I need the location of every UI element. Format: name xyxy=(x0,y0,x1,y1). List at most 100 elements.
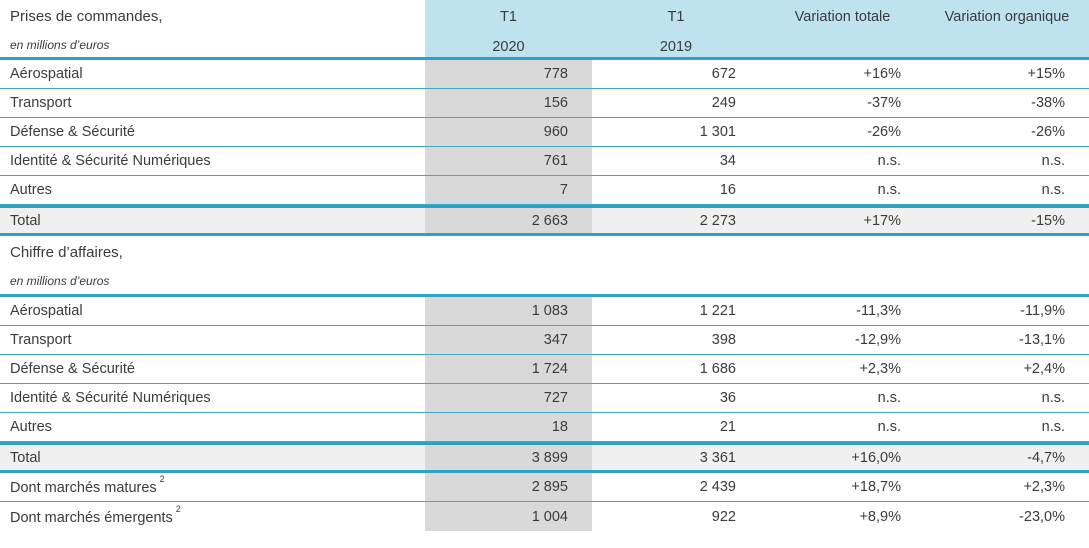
cell-variation-totale: -37% xyxy=(867,95,901,111)
cell-t1-2020: 3 899 xyxy=(425,445,592,470)
row-label-cell: Identité & Sécurité Numériques xyxy=(0,390,425,406)
section-subtitle: en millions d’euros xyxy=(10,38,110,52)
row-label-cell: Défense & Sécurité xyxy=(0,124,425,140)
section-title: Chiffre d’affaires, xyxy=(10,244,123,261)
cell-variation-organique: -13,1% xyxy=(1019,332,1065,348)
cell-t1-2020: 2 895 xyxy=(425,473,592,501)
section-header: Chiffre d’affaires, en millions d’euros xyxy=(0,236,1089,297)
cell-t1-2020: 1 004 xyxy=(425,502,592,531)
cell-variation-organique: n.s. xyxy=(1041,390,1065,406)
row-label-cell: Défense & Sécurité xyxy=(0,361,425,377)
cell-variation-totale: n.s. xyxy=(877,390,901,406)
cell-variation-totale: n.s. xyxy=(877,182,901,198)
table-row-total: Total 2 663 2 273 +17% -15% xyxy=(0,205,1089,236)
section-title: Prises de commandes, xyxy=(10,8,163,25)
column-header-var_organique xyxy=(925,236,1089,294)
cell-variation-organique: -15% xyxy=(1031,212,1065,229)
cell-variation-totale: +2,3% xyxy=(859,361,901,377)
table-row: Dont marchés émergents2 1 004 922 +8,9% -23,… xyxy=(0,502,1089,531)
column-header-line2: 2020 xyxy=(492,39,525,55)
cell-variation-totale: -26% xyxy=(867,124,901,140)
row-label: Aérospatial xyxy=(10,66,83,82)
cell-variation-totale: n.s. xyxy=(877,419,901,435)
section-subtitle: en millions d’euros xyxy=(10,274,110,288)
cell-t1-2019: 3 361 xyxy=(699,449,736,466)
cell-variation-organique: n.s. xyxy=(1041,153,1065,169)
row-label: Autres xyxy=(10,419,52,435)
cell-variation-totale: -12,9% xyxy=(855,332,901,348)
table-row: Défense & Sécurité 1 724 1 686 +2,3% +2,4% xyxy=(0,355,1089,384)
section-header: Prises de commandes, en millions d’euros T… xyxy=(0,0,1089,60)
cell-variation-organique: +15% xyxy=(1027,66,1066,82)
row-label-cell: Dont marchés matures2 xyxy=(0,474,425,496)
footnote-marker: 2 xyxy=(159,474,165,485)
cell-variation-organique: -4,7% xyxy=(1027,449,1065,466)
row-label: Dont marchés matures xyxy=(10,479,157,496)
cell-variation-totale: -11,3% xyxy=(856,303,901,319)
table-row: Aérospatial 1 083 1 221 -11,3% -11,9% xyxy=(0,297,1089,326)
cell-t1-2019: 16 xyxy=(719,182,736,198)
row-label: Défense & Sécurité xyxy=(10,124,135,140)
cell-variation-organique: +2,4% xyxy=(1023,361,1065,377)
row-label-cell: Transport xyxy=(0,332,425,348)
row-label-cell: Identité & Sécurité Numériques xyxy=(0,153,425,169)
cell-t1-2019: 249 xyxy=(711,95,736,111)
column-header-t1_2020: T1 2020 xyxy=(425,0,592,57)
cell-variation-organique: -38% xyxy=(1031,95,1065,111)
column-header-t1_2019 xyxy=(592,236,760,294)
cell-variation-organique: -11,9% xyxy=(1020,303,1065,319)
row-label: Transport xyxy=(10,332,72,348)
cell-t1-2020: 18 xyxy=(425,413,592,441)
column-header-var_totale: Variation totale xyxy=(760,0,925,57)
table-row: Transport 347 398 -12,9% -13,1% xyxy=(0,326,1089,355)
cell-t1-2020: 347 xyxy=(425,326,592,354)
table-row: Identité & Sécurité Numériques 761 34 n.s. n… xyxy=(0,147,1089,176)
section-title-block: Prises de commandes, en millions d’euros xyxy=(0,0,425,57)
cell-t1-2019: 34 xyxy=(719,153,736,169)
cell-t1-2020: 7 xyxy=(425,176,592,204)
cell-t1-2020: 761 xyxy=(425,147,592,175)
section-title-block: Chiffre d’affaires, en millions d’euros xyxy=(0,236,425,294)
row-label-cell: Transport xyxy=(0,95,425,111)
column-header-label: Variation organique xyxy=(944,9,1070,25)
row-label-cell: Autres xyxy=(0,419,425,435)
row-label: Identité & Sécurité Numériques xyxy=(10,153,211,169)
cell-variation-totale: +16,0% xyxy=(851,449,901,466)
row-label: Transport xyxy=(10,95,72,111)
row-label-cell: Aérospatial xyxy=(0,303,425,319)
cell-variation-totale: n.s. xyxy=(877,153,901,169)
row-label: Total xyxy=(10,449,41,466)
cell-t1-2019: 2 273 xyxy=(699,212,736,229)
cell-variation-totale: +17% xyxy=(863,212,902,229)
row-label-cell: Autres xyxy=(0,182,425,198)
cell-t1-2019: 1 221 xyxy=(699,303,736,319)
table-row: Dont marchés matures2 2 895 2 439 +18,7% +2,… xyxy=(0,473,1089,502)
cell-t1-2020: 960 xyxy=(425,118,592,146)
cell-variation-totale: +8,9% xyxy=(859,508,901,525)
row-label: Autres xyxy=(10,182,52,198)
table-row: Autres 7 16 n.s. n.s. xyxy=(0,176,1089,205)
column-header-t1_2019: T1 2019 xyxy=(592,0,760,57)
cell-variation-totale: +18,7% xyxy=(851,479,901,495)
column-header-var_organique: Variation organique xyxy=(925,0,1089,57)
cell-t1-2019: 21 xyxy=(719,419,736,435)
row-label: Aérospatial xyxy=(10,303,83,319)
row-label-cell: Dont marchés émergents2 xyxy=(0,504,425,526)
cell-variation-organique: n.s. xyxy=(1041,182,1065,198)
cell-variation-organique: -23,0% xyxy=(1019,508,1065,525)
cell-t1-2020: 778 xyxy=(425,60,592,88)
row-label: Dont marchés émergents xyxy=(10,509,173,526)
cell-t1-2019: 922 xyxy=(711,508,736,525)
cell-t1-2019: 1 686 xyxy=(699,361,736,377)
cell-t1-2020: 1 724 xyxy=(425,355,592,383)
table-row: Identité & Sécurité Numériques 727 36 n.s. n… xyxy=(0,384,1089,413)
cell-t1-2019: 672 xyxy=(711,66,736,82)
cell-t1-2019: 1 301 xyxy=(699,124,736,140)
cell-variation-totale: +16% xyxy=(863,66,902,82)
table-row: Autres 18 21 n.s. n.s. xyxy=(0,413,1089,442)
column-header-var_totale xyxy=(760,236,925,294)
row-label: Identité & Sécurité Numériques xyxy=(10,390,211,406)
column-header-line1: T1 xyxy=(500,9,517,25)
column-header-line1: T1 xyxy=(667,9,685,25)
